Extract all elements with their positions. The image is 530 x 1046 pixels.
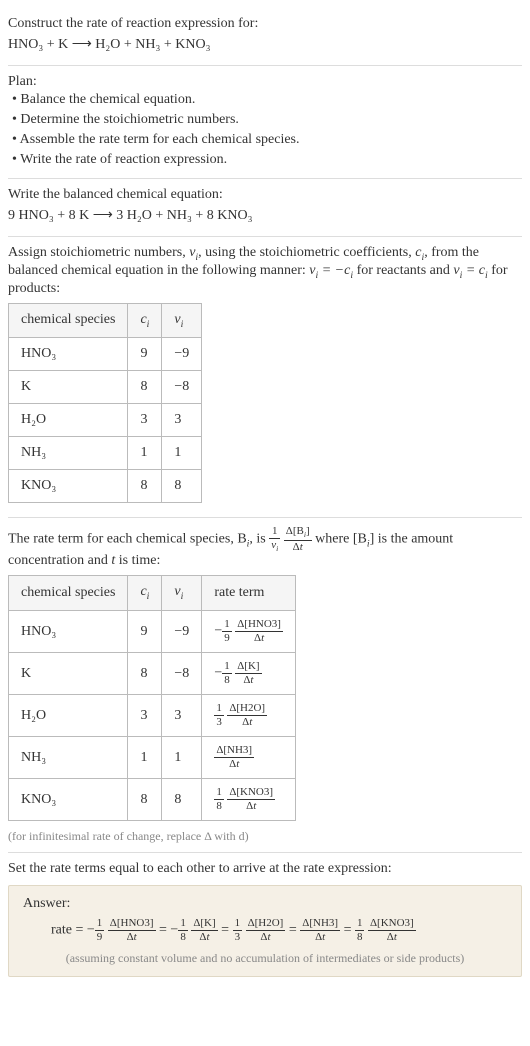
cell: 3 [128,695,162,737]
balanced-reaction: 9 HNO₃ + 8 K ⟶ 3 H₂O + NH₃ + 8 KNO₃ [8,203,522,228]
col-species: chemical species [9,576,128,611]
rateterm-section: The rate term for each chemical species,… [8,518,522,853]
cell: NH₃ [9,437,128,470]
col-rate: rate term [202,576,296,611]
balanced-heading: Write the balanced chemical equation: [8,187,522,203]
rate-cell: 13 Δ[H2O]Δt [202,695,296,737]
frac-1-nui: 1νi [269,526,280,553]
cell: KNO₃ [9,470,128,503]
cell: HNO₃ [9,611,128,653]
cell: 1 [128,737,162,779]
c-i: ci [415,245,424,260]
infinitesimal-note: (for infinitesimal rate of change, repla… [8,827,522,844]
assign-section: Assign stoichiometric numbers, νi, using… [8,237,522,518]
cell: 8 [162,470,202,503]
construct-heading: Construct the rate of reaction expressio… [8,16,522,32]
construct-reaction: HNO₃ + K ⟶ H₂O + NH₃ + KNO₃ [8,32,522,57]
rate-cell: Δ[NH3]Δt [202,737,296,779]
answer-box: Answer: rate = −19 Δ[HNO3]Δt = −18 Δ[K]Δ… [8,885,522,977]
eq2: νi = ci [453,263,487,278]
table-row: K 8 −8 −18 Δ[K]Δt [9,653,296,695]
cell: 1 [128,437,162,470]
rateterm-text: The rate term for each chemical species,… [8,526,522,569]
text: for reactants and [353,263,453,278]
table-row: HNO₃9−9 [9,338,202,371]
table-row: HNO₃ 9 −9 −19 Δ[HNO3]Δt [9,611,296,653]
cell: 3 [128,404,162,437]
table-row: KNO₃ 8 8 18 Δ[KNO3]Δt [9,779,296,821]
rate-cell: −18 Δ[K]Δt [202,653,296,695]
final-section: Set the rate terms equal to each other t… [8,853,522,985]
table-row: H₂O 3 3 13 Δ[H2O]Δt [9,695,296,737]
answer-expression: rate = −19 Δ[HNO3]Δt = −18 Δ[K]Δt = 13 Δ… [23,918,507,947]
col-ci: ci [128,303,162,338]
cell: 8 [128,653,162,695]
table-row: H₂O33 [9,404,202,437]
cell: 8 [128,779,162,821]
cell: H₂O [9,695,128,737]
col-nui: νi [162,576,202,611]
cell: 8 [128,470,162,503]
col-ci: ci [128,576,162,611]
cell: −8 [162,653,202,695]
answer-label: Answer: [23,896,507,918]
table-row: K8−8 [9,371,202,404]
stoich-table: chemical species ci νi HNO₃9−9 K8−8 H₂O3… [8,303,202,504]
cell: −8 [162,371,202,404]
cell: 3 [162,404,202,437]
text: , is [249,532,269,547]
table-row: NH₃ 1 1 Δ[NH3]Δt [9,737,296,779]
cell: 3 [162,695,202,737]
cell: 1 [162,737,202,779]
eq1: νi = −ci [309,263,353,278]
cell: 9 [128,338,162,371]
text: where [B [312,532,367,547]
rate-table: chemical species ci νi rate term HNO₃ 9 … [8,575,296,821]
cell: KNO₃ [9,779,128,821]
cell: K [9,371,128,404]
rate-cell: −19 Δ[HNO3]Δt [202,611,296,653]
cell: 9 [128,611,162,653]
table-row: NH₃11 [9,437,202,470]
cell: 8 [162,779,202,821]
frac-dBi-dt: Δ[Bi]Δt [284,526,312,553]
construct-section: Construct the rate of reaction expressio… [8,8,522,66]
cell: −9 [162,338,202,371]
text: Assign stoichiometric numbers, [8,245,189,260]
nu-i: νi [189,245,198,260]
cell: H₂O [9,404,128,437]
cell: HNO₃ [9,338,128,371]
final-heading: Set the rate terms equal to each other t… [8,861,522,877]
cell: 8 [128,371,162,404]
rate-cell: 18 Δ[KNO3]Δt [202,779,296,821]
table-header-row: chemical species ci νi [9,303,202,338]
balanced-section: Write the balanced chemical equation: 9 … [8,179,522,237]
assign-text: Assign stoichiometric numbers, νi, using… [8,245,522,297]
text: is time: [115,553,160,568]
table-row: KNO₃88 [9,470,202,503]
plan-heading: Plan: [8,74,522,90]
plan-bullet: • Determine the stoichiometric numbers. [8,110,522,130]
plan-bullet: • Assemble the rate term for each chemic… [8,130,522,150]
cell: 1 [162,437,202,470]
text: , using the stoichiometric coefficients, [198,245,415,260]
text: The rate term for each chemical species,… [8,532,247,547]
cell: K [9,653,128,695]
col-species: chemical species [9,303,128,338]
answer-note: (assuming constant volume and no accumul… [23,947,507,966]
plan-bullet: • Write the rate of reaction expression. [8,150,522,170]
cell: NH₃ [9,737,128,779]
table-header-row: chemical species ci νi rate term [9,576,296,611]
plan-section: Plan: • Balance the chemical equation. •… [8,66,522,179]
plan-bullet: • Balance the chemical equation. [8,90,522,110]
col-nui: νi [162,303,202,338]
cell: −9 [162,611,202,653]
